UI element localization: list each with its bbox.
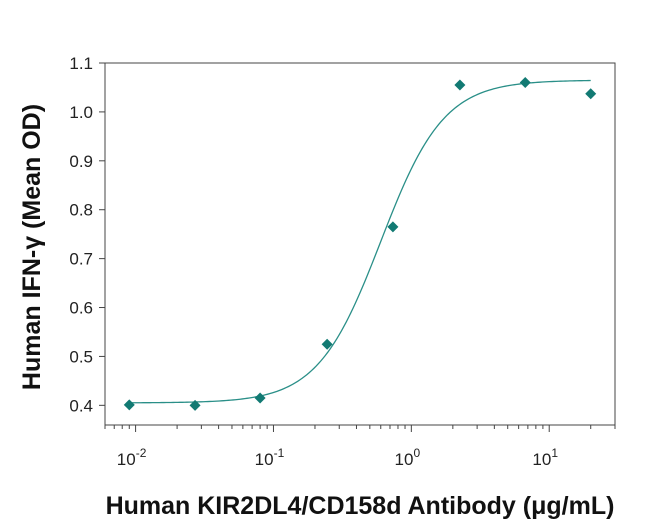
y-tick-label: 1.1	[69, 54, 93, 73]
data-point	[454, 79, 466, 91]
x-axis-title: Human KIR2DL4/CD158d Antibody (μg/mL)	[106, 492, 615, 520]
y-axis-title: Human IFN-γ (Mean OD)	[18, 104, 46, 390]
data-point	[387, 221, 399, 233]
data-point	[519, 77, 531, 89]
y-tick-label: 0.9	[69, 152, 93, 171]
x-tick-label: 10-2	[117, 446, 147, 469]
x-tick-label: 10-1	[255, 446, 285, 469]
data-point	[254, 392, 266, 404]
fit-curve-layer	[129, 79, 591, 404]
y-tick-label: 0.4	[69, 396, 93, 415]
plot-frame	[104, 62, 616, 426]
x-axis: 10-2 10-1 100 101	[104, 425, 616, 469]
y-tick-label: 0.7	[69, 250, 93, 269]
y-axis: 0.4 0.5 0.6 0.7 0.8 0.9 1.0 1.1	[69, 54, 105, 415]
y-tick-label: 1.0	[69, 103, 93, 122]
y-tick-label: 0.8	[69, 201, 93, 220]
points-layer	[123, 77, 597, 411]
x-tick-label: 101	[532, 446, 558, 469]
y-tick-label: 0.5	[69, 347, 93, 366]
fit-curve	[129, 79, 591, 404]
data-point	[585, 88, 597, 100]
data-point	[189, 399, 201, 411]
y-tick-label: 0.6	[69, 299, 93, 318]
plot-border	[104, 62, 616, 426]
data-point	[321, 338, 333, 350]
data-point	[123, 399, 135, 411]
x-tick-label: 100	[395, 446, 421, 469]
